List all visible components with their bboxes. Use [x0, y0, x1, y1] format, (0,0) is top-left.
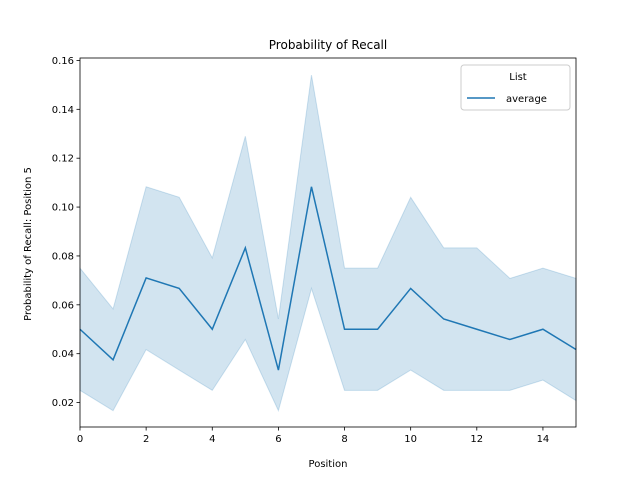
chart-title: Probability of Recall [269, 38, 387, 52]
x-tick-label: 12 [470, 434, 483, 445]
y-tick-label: 0.08 [52, 251, 74, 262]
x-tick-label: 8 [341, 434, 347, 445]
x-tick-label: 0 [77, 434, 83, 445]
x-tick-label: 10 [404, 434, 417, 445]
legend-title: List [509, 72, 527, 83]
axes-frame [79, 57, 577, 428]
x-tick-label: 6 [275, 434, 281, 445]
x-axis-ticks: 0 2 4 6 8 10 12 14 [77, 427, 549, 445]
plot-area [79, 57, 577, 428]
legend: List average [460, 64, 571, 111]
y-tick-label: 0.16 [52, 56, 74, 67]
x-axis-label: Position [309, 459, 348, 470]
y-tick-label: 0.02 [52, 398, 74, 409]
y-axis-ticks: 0.02 0.04 0.06 0.08 0.10 0.12 0.14 0.16 [52, 56, 80, 409]
y-axis-label: Probability of Recall: Position 5 [23, 167, 34, 321]
y-tick-label: 0.10 [52, 203, 74, 214]
y-tick-label: 0.12 [52, 154, 74, 165]
x-tick-label: 4 [209, 434, 215, 445]
y-tick-label: 0.06 [52, 300, 74, 311]
x-tick-label: 2 [143, 434, 149, 445]
y-tick-label: 0.14 [52, 105, 74, 116]
x-tick-label: 14 [537, 434, 550, 445]
y-tick-label: 0.04 [52, 349, 74, 360]
legend-label-average: average [506, 94, 547, 105]
confidence-band [79, 75, 577, 413]
series-line-average [79, 186, 577, 371]
